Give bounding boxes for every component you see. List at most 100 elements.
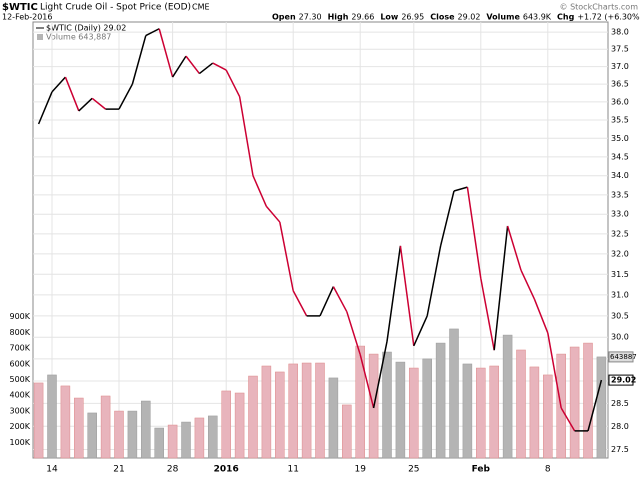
volume-bar xyxy=(583,342,593,459)
y2-tick-label: 600K xyxy=(9,359,30,368)
y-tick-label: 35.5 xyxy=(611,115,629,124)
x-tick-label: 28 xyxy=(167,465,179,475)
price-line xyxy=(359,354,375,409)
legend-price: $WTIC (Daily) 29.02 xyxy=(46,24,126,33)
quote: Open 27.30 High 29.66 Low 26.95 Close 29.02 Volu… xyxy=(272,13,640,22)
last-volume-tag xyxy=(608,351,634,363)
price-line xyxy=(547,332,562,409)
y-tick-label: 28.0 xyxy=(611,422,629,431)
last-volume: 643887 xyxy=(610,353,637,361)
y2-tick-label: 900K xyxy=(9,312,30,321)
x-tick-label: Feb xyxy=(472,465,491,475)
volume-bar xyxy=(449,328,459,459)
y-tick-label: 33.0 xyxy=(611,210,629,219)
volume-bar xyxy=(234,392,245,459)
price-line xyxy=(439,190,455,247)
volume-bar xyxy=(194,417,205,459)
price-line xyxy=(372,341,388,409)
y-tick-label: 30.0 xyxy=(611,333,629,342)
volume-bar xyxy=(154,427,164,459)
price-line xyxy=(171,55,187,78)
volume-bar xyxy=(181,421,191,459)
y-tick-label: 27.5 xyxy=(611,445,629,454)
volume-bar xyxy=(516,349,526,459)
x-tick-label: 14 xyxy=(46,465,58,475)
x-tick-label: 19 xyxy=(354,465,366,475)
y-tick-label: 33.5 xyxy=(611,190,629,199)
date: 12-Feb-2016 xyxy=(2,13,52,22)
price-line xyxy=(292,290,308,317)
y-tick-label: 36.5 xyxy=(611,80,629,89)
volume-bar xyxy=(422,358,432,459)
volume-bar xyxy=(315,362,325,459)
price-line xyxy=(399,245,415,346)
volume-bar xyxy=(127,410,138,459)
volume-bar xyxy=(248,375,258,459)
volume-bar xyxy=(409,367,419,459)
y-tick-label: 35.0 xyxy=(611,134,629,143)
price-line xyxy=(413,315,428,347)
x-tick-label: 11 xyxy=(287,465,298,475)
y-tick-label: 37.0 xyxy=(611,62,629,71)
quote-label: Low xyxy=(380,13,399,22)
quote-label: Chg xyxy=(557,13,575,22)
price-line xyxy=(238,96,254,176)
volume-bar xyxy=(342,404,352,459)
volume-bar xyxy=(489,365,499,459)
volume-bar xyxy=(221,390,231,459)
legend-volume: Volume 643,887 xyxy=(46,33,111,42)
price-line xyxy=(37,91,53,125)
volume-bar xyxy=(529,366,540,459)
exchange: CME xyxy=(192,3,210,12)
y2-tick-label: 400K xyxy=(9,391,30,400)
y-tick-label: 30.5 xyxy=(611,311,629,320)
price-line xyxy=(332,286,348,313)
x-tick-label: 2016 xyxy=(214,465,239,475)
x-tick-label: 25 xyxy=(408,465,419,475)
price-line xyxy=(185,55,200,75)
last-price: 29.02 xyxy=(611,376,636,385)
volume-bar xyxy=(288,363,298,459)
volume-bar xyxy=(355,345,365,459)
volume-bar xyxy=(328,377,339,459)
quote-value: +1.72 (+6.30%) xyxy=(577,13,640,22)
quote-label: High xyxy=(328,13,349,22)
price-line xyxy=(198,62,214,75)
quote-label: Close xyxy=(430,13,455,22)
price-line xyxy=(158,28,174,78)
price-line xyxy=(466,187,482,279)
y2-tick-label: 800K xyxy=(9,328,30,337)
volume-bar xyxy=(33,382,44,459)
price-line xyxy=(265,205,281,223)
price-line xyxy=(91,97,107,110)
price-line xyxy=(533,298,549,334)
volume-bar xyxy=(87,412,97,459)
price-line xyxy=(51,76,66,93)
y-tick-label: 28.5 xyxy=(611,399,629,408)
volume-bar xyxy=(462,363,473,459)
price-line xyxy=(520,269,536,300)
volume-bar xyxy=(261,365,272,459)
last-price-tag xyxy=(608,374,634,386)
price-line xyxy=(587,379,603,432)
volume-bar xyxy=(435,342,446,459)
volume-bar xyxy=(60,385,71,459)
y2-tick-label: 700K xyxy=(9,344,30,353)
copyright: © StockCharts.com xyxy=(560,3,639,12)
volume-bar xyxy=(543,374,553,459)
volume-bar xyxy=(141,400,151,459)
quote-value: 643.9K xyxy=(523,13,552,22)
quote-value: 29.02 xyxy=(458,13,481,22)
price-line xyxy=(64,76,80,112)
price-line xyxy=(426,245,442,317)
y-tick-label: 38.0 xyxy=(611,28,629,37)
y-tick-label: 34.0 xyxy=(611,171,629,180)
y-tick-label: 37.5 xyxy=(611,45,629,54)
volume-bar xyxy=(476,367,486,459)
price-line xyxy=(346,311,361,355)
y-tick-label: 36.0 xyxy=(611,97,629,106)
symbol: $WTIC xyxy=(2,2,38,13)
quote-value: 29.66 xyxy=(351,13,374,22)
volume-bar xyxy=(208,415,218,459)
